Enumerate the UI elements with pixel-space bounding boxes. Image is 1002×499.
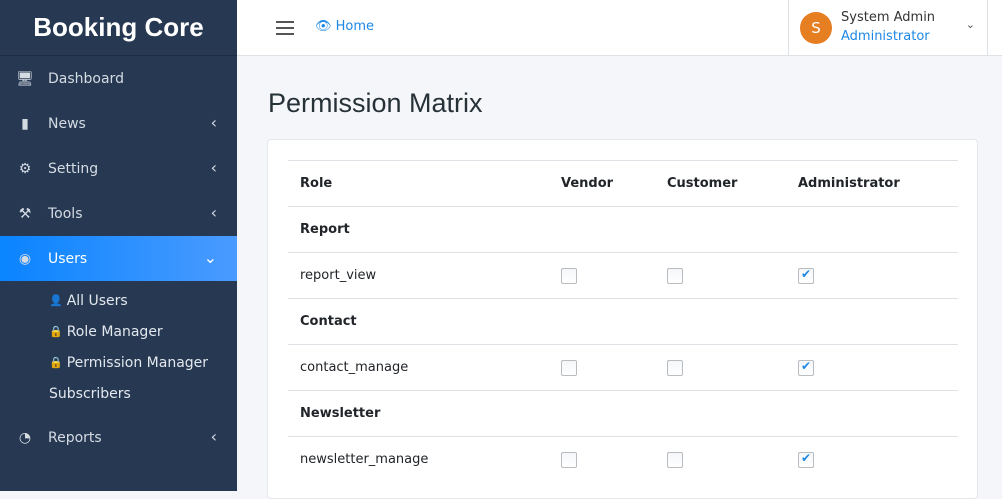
permission-name: newsletter_manage — [288, 436, 549, 483]
submenu-item-all-users[interactable]: 👤 All Users — [49, 292, 128, 309]
eye-icon: 👁 — [315, 19, 332, 34]
permission-name: report_view — [288, 252, 549, 299]
sidebar-item-users[interactable]: ◉ Users ⌄ — [0, 236, 237, 281]
table-row: newsletter_manage — [288, 436, 958, 483]
chevron-left-icon: ‹ — [210, 158, 217, 177]
pie-chart-icon: ◔ — [18, 429, 32, 446]
users-icon: ◉ — [18, 250, 32, 267]
sidebar-item-label: Setting — [48, 160, 99, 177]
group-row: Contact — [288, 298, 958, 345]
sidebar-item-label: Tools — [48, 205, 83, 222]
sidebar-item-news[interactable]: ▮ News ‹ — [0, 101, 237, 146]
user-role: Administrator — [841, 29, 930, 44]
user-icon: 👤 — [49, 294, 63, 307]
sidebar-item-setting[interactable]: ⚙ Setting ‹ — [0, 146, 237, 191]
chevron-left-icon: ‹ — [210, 113, 217, 132]
sidebar-item-label: Dashboard — [48, 70, 124, 87]
monitor-icon: 🖥 — [16, 70, 34, 87]
menu-toggle-icon[interactable] — [276, 21, 294, 39]
sidebar-item-label: Reports — [48, 429, 102, 446]
permission-checkbox[interactable] — [667, 359, 683, 376]
table-row: report_view — [288, 252, 958, 299]
submenu-item-subscribers[interactable]: Subscribers — [49, 385, 131, 402]
sidebar: Booking Core 🖥 Dashboard ▮ News ‹ ⚙ Setting ‹ ⚒ T… — [0, 0, 237, 491]
group-name: Contact — [288, 298, 958, 345]
permission-checkbox[interactable] — [561, 359, 577, 376]
header-administrator: Administrator — [786, 160, 958, 207]
gear-icon: ⚙ — [18, 160, 32, 177]
chevron-left-icon: ‹ — [210, 427, 217, 446]
avatar: S — [800, 12, 832, 44]
hammer-icon: ⚒ — [18, 205, 32, 222]
permission-checkbox[interactable] — [798, 267, 814, 284]
user-menu[interactable]: S System Admin Administrator ⌄ — [788, 0, 988, 56]
sidebar-item-label: News — [48, 115, 86, 132]
header-role: Role — [288, 160, 549, 207]
submenu-item-permission-manager[interactable]: 🔒 Permission Manager — [49, 354, 209, 371]
book-icon: ▮ — [21, 115, 29, 132]
permission-checkbox[interactable] — [667, 267, 683, 284]
table-row: contact_manage — [288, 344, 958, 391]
lock-icon: 🔒 — [49, 356, 63, 369]
sidebar-item-reports[interactable]: ◔ Reports ‹ — [0, 415, 237, 460]
group-name: Report — [288, 206, 958, 253]
header-vendor: Vendor — [549, 160, 655, 207]
home-link[interactable]: 👁 Home — [315, 19, 375, 34]
page-title: Permission Matrix — [268, 88, 483, 118]
group-row: Newsletter — [288, 390, 958, 437]
topbar: 👁 Home S System Admin Administrator ⌄ — [237, 0, 1002, 56]
permission-card: Role Vendor Customer Administrator Repor… — [267, 139, 978, 499]
permission-table: Role Vendor Customer Administrator Repor… — [288, 160, 958, 483]
permission-checkbox[interactable] — [561, 451, 577, 468]
users-submenu: 👤 All Users 🔒 Role Manager 🔒 Permission Manag… — [0, 281, 237, 415]
chevron-down-icon: ⌄ — [965, 18, 975, 31]
brand-logo[interactable]: Booking Core — [0, 0, 237, 56]
user-name: System Admin — [841, 10, 936, 25]
submenu-item-role-manager[interactable]: 🔒 Role Manager — [49, 323, 163, 340]
lock-icon: 🔒 — [49, 325, 63, 338]
permission-checkbox[interactable] — [798, 359, 814, 376]
sidebar-item-dashboard[interactable]: 🖥 Dashboard — [0, 56, 237, 101]
chevron-left-icon: ‹ — [210, 203, 217, 222]
header-customer: Customer — [655, 160, 786, 207]
permission-checkbox[interactable] — [798, 451, 814, 468]
sidebar-item-label: Users — [48, 250, 88, 267]
permission-checkbox[interactable] — [667, 451, 683, 468]
group-row: Report — [288, 206, 958, 253]
sidebar-item-tools[interactable]: ⚒ Tools ‹ — [0, 191, 237, 236]
group-name: Newsletter — [288, 390, 958, 437]
permission-name: contact_manage — [288, 344, 549, 391]
chevron-down-icon: ⌄ — [203, 248, 217, 267]
permission-checkbox[interactable] — [561, 267, 577, 284]
